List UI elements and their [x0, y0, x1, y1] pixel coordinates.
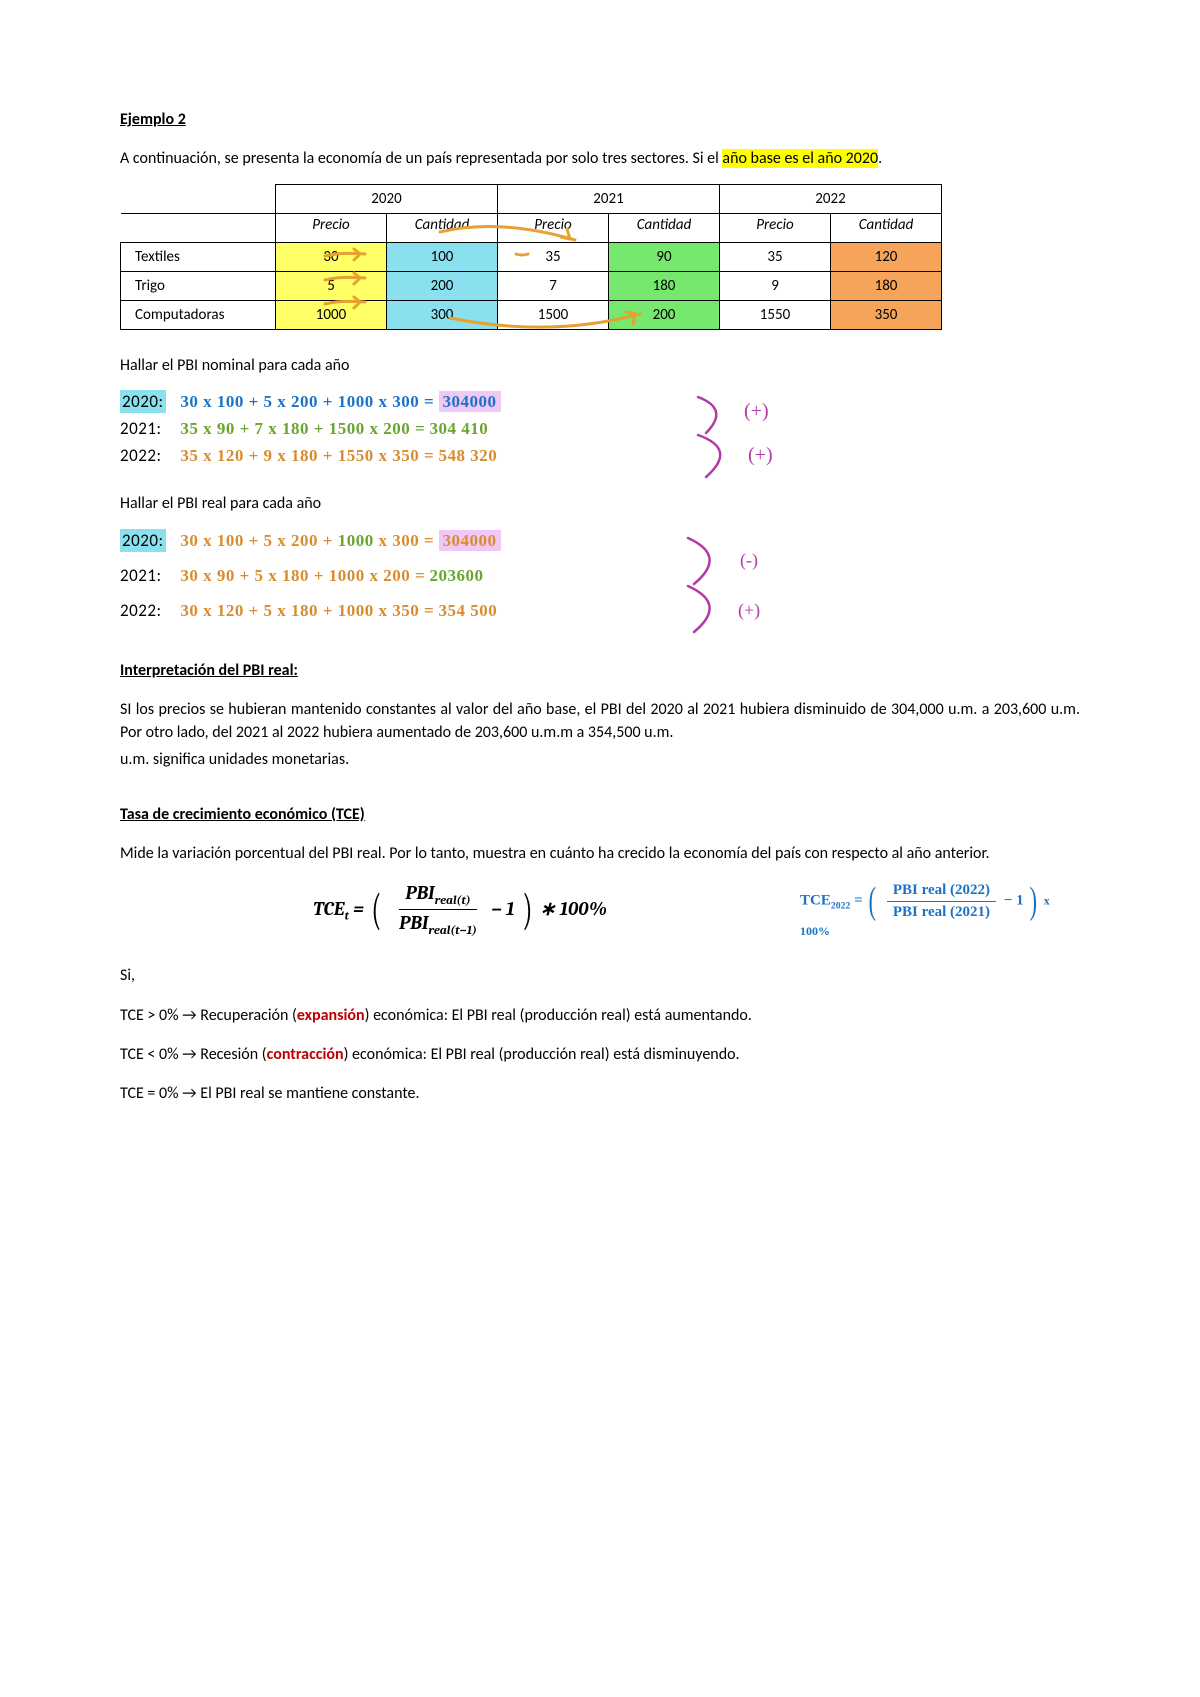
- cell: 7: [498, 272, 609, 301]
- document-page: Ejemplo 2 A continuación, se presenta la…: [0, 0, 1200, 1697]
- cell: 200: [387, 272, 498, 301]
- tce-si: Si,: [120, 964, 1080, 987]
- interp-text: SI los precios se hubieran mantenido con…: [120, 698, 1080, 744]
- real-line-0: 2020: 30 x 100 + 5 x 200 + 1000 x 300 = …: [120, 530, 1080, 551]
- result-0: 304000: [439, 391, 501, 412]
- interp-note: u.m. significa unidades monetarias.: [120, 748, 1080, 771]
- ryear-0: 2020:: [120, 529, 166, 552]
- rexpr-0b: 1000: [338, 531, 374, 550]
- expr-2: 35 x 120 + 9 x 180 + 1550 x 350 =: [180, 446, 434, 465]
- result-1: 304 410: [430, 419, 489, 438]
- rexpr-0c: x 300 =: [374, 531, 434, 550]
- nominal-calc-block: 2020: 30 x 100 + 5 x 200 + 1000 x 300 = …: [120, 391, 1080, 466]
- year-2: 2022:: [120, 445, 176, 466]
- sub-cantidad-1: Cantidad: [609, 214, 720, 243]
- table-header-years: 2020 2021 2022: [121, 185, 942, 214]
- sub-precio-0: Precio: [276, 214, 387, 243]
- rexpr-0a: 30 x 100 + 5 x 200 +: [180, 531, 337, 550]
- formula-row: TCEt = ( PBIreal(t) PBIreal(t−1) − 1 ) ∗…: [120, 879, 1080, 940]
- expr-1: 35 x 90 + 7 x 180 + 1500 x 200 =: [180, 419, 425, 438]
- table-subheader: Precio Cantidad Precio Cantidad Precio C…: [121, 214, 942, 243]
- expr-0: 30 x 100 + 5 x 200 + 1000 x 300 =: [180, 392, 434, 411]
- rexpr-2: 30 x 120 + 5 x 180 + 1000 x 350 =: [180, 601, 434, 620]
- cell: 5: [276, 272, 387, 301]
- cell: 1500: [498, 301, 609, 330]
- table-row: Textiles 30 100 35 90 35 120: [121, 243, 942, 272]
- intro-highlight: año base es el año 2020: [722, 149, 878, 168]
- sub-precio-1: Precio: [498, 214, 609, 243]
- sub-precio-2: Precio: [720, 214, 831, 243]
- real-line-1: 2021: 30 x 90 + 5 x 180 + 1000 x 200 = 2…: [120, 565, 1080, 586]
- tce-formula-handwritten: TCE2022 = ( PBI real (2022) PBI real (20…: [800, 879, 1080, 940]
- rexpr-1: 30 x 90 + 5 x 180 + 1000 x 200 =: [180, 566, 425, 585]
- year-2022: 2022: [720, 185, 942, 214]
- row-label-1: Trigo: [121, 272, 276, 301]
- cell: 35: [498, 243, 609, 272]
- row-label-0: Textiles: [121, 243, 276, 272]
- year-2020: 2020: [276, 185, 498, 214]
- sub-cantidad-2: Cantidad: [831, 214, 942, 243]
- result-2: 548 320: [439, 446, 498, 465]
- nominal-heading: Hallar el PBI nominal para cada año: [120, 354, 1080, 377]
- cell: 180: [831, 272, 942, 301]
- table-row: Computadoras 1000 300 1500 200 1550 350: [121, 301, 942, 330]
- cell: 1000: [276, 301, 387, 330]
- nominal-line-2: 2022: 35 x 120 + 9 x 180 + 1550 x 350 = …: [120, 445, 1080, 466]
- year-2021: 2021: [498, 185, 720, 214]
- tce-formula: TCEt = ( PBIreal(t) PBIreal(t−1) − 1 ) ∗…: [120, 882, 800, 939]
- intro-paragraph: A continuación, se presenta la economía …: [120, 147, 1080, 170]
- year-1: 2021:: [120, 418, 176, 439]
- row-label-2: Computadoras: [121, 301, 276, 330]
- tce-line2: TCE < 0% → Recesión (contracción) económ…: [120, 1043, 1080, 1066]
- real-line-2: 2022: 30 x 120 + 5 x 180 + 1000 x 350 = …: [120, 600, 1080, 621]
- nominal-line-0: 2020: 30 x 100 + 5 x 200 + 1000 x 300 = …: [120, 391, 1080, 412]
- tce-heading: Tasa de crecimiento económico (TCE): [120, 805, 1080, 824]
- cell: 200: [609, 301, 720, 330]
- ryear-2: 2022:: [120, 600, 176, 621]
- cell: 9: [720, 272, 831, 301]
- sub-cantidad-0: Cantidad: [387, 214, 498, 243]
- cell: 300: [387, 301, 498, 330]
- cell: 1550: [720, 301, 831, 330]
- cell: 100: [387, 243, 498, 272]
- economy-table: 2020 2021 2022 Precio Cantidad Precio Ca…: [120, 184, 942, 330]
- tce-line1: TCE > 0% → Recuperación (expansión) econ…: [120, 1004, 1080, 1027]
- ryear-1: 2021:: [120, 565, 176, 586]
- rresult-2: 354 500: [439, 601, 498, 620]
- cell: 90: [609, 243, 720, 272]
- table-row: Trigo 5 200 7 180 9 180: [121, 272, 942, 301]
- intro-text-b: .: [878, 149, 882, 168]
- cell: 120: [831, 243, 942, 272]
- tce-line3: TCE = 0% → El PBI real se mantiene const…: [120, 1082, 1080, 1105]
- tce-intro: Mide la variación porcentual del PBI rea…: [120, 842, 1080, 865]
- real-heading: Hallar el PBI real para cada año: [120, 492, 1080, 515]
- real-calc-block: 2020: 30 x 100 + 5 x 200 + 1000 x 300 = …: [120, 530, 1080, 621]
- nominal-line-1: 2021: 35 x 90 + 7 x 180 + 1500 x 200 = 3…: [120, 418, 1080, 439]
- intro-text-a: A continuación, se presenta la economía …: [120, 149, 722, 168]
- example-title: Ejemplo 2: [120, 110, 1080, 129]
- cell: 180: [609, 272, 720, 301]
- rresult-1: 203600: [430, 566, 484, 585]
- rresult-0: 304000: [439, 530, 501, 551]
- cell: 35: [720, 243, 831, 272]
- cell: 30: [276, 243, 387, 272]
- cell: 350: [831, 301, 942, 330]
- year-0: 2020:: [120, 390, 166, 413]
- interp-heading: Interpretación del PBI real:: [120, 661, 1080, 680]
- table-wrapper: 2020 2021 2022 Precio Cantidad Precio Ca…: [120, 184, 1080, 330]
